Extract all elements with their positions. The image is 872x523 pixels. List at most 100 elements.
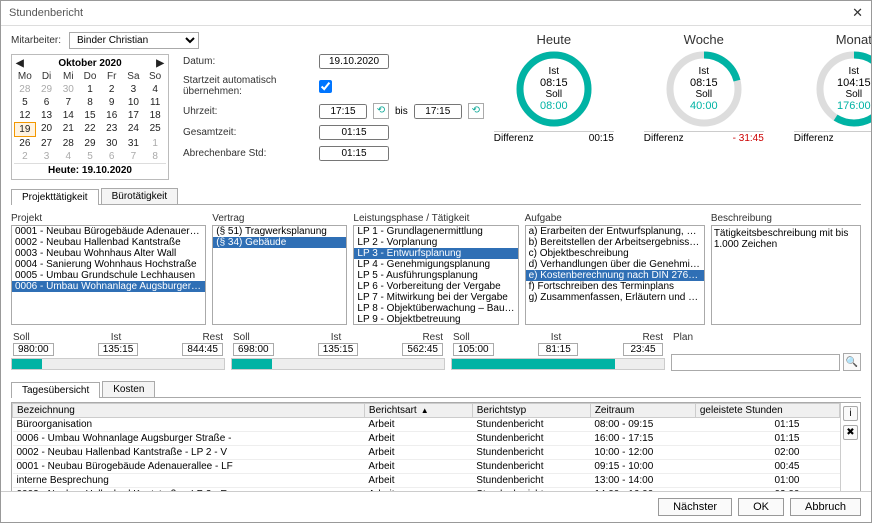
cal-day[interactable]: 4	[144, 83, 166, 96]
refresh-from-icon[interactable]: ⟲	[373, 103, 389, 119]
cal-day[interactable]: 6	[36, 96, 58, 109]
cal-day[interactable]: 10	[123, 96, 145, 109]
cal-day[interactable]: 29	[36, 83, 58, 96]
table-header[interactable]: Zeitraum	[590, 404, 695, 418]
list-item[interactable]: LP 2 - Vorplanung	[354, 237, 517, 248]
leistung-listbox[interactable]: LP 1 - GrundlagenermittlungLP 2 - Vorpla…	[353, 225, 518, 325]
list-item[interactable]: b) Bereitstellen der Arbeitsergebnisse a…	[526, 237, 704, 248]
cal-next-icon[interactable]: ▶	[156, 58, 164, 69]
tab-kosten[interactable]: Kosten	[102, 381, 155, 397]
table-row[interactable]: BüroorganisationArbeitStundenbericht08:0…	[13, 418, 840, 432]
list-item[interactable]: LP 4 - Genehmigungsplanung	[354, 259, 517, 270]
cal-day[interactable]: 28	[14, 83, 36, 96]
projekt-listbox[interactable]: 0001 - Neubau Bürogebäude Adenaueralle00…	[11, 225, 206, 325]
table-row[interactable]: 0002 - Neubau Hallenbad Kantstraße - LP …	[13, 446, 840, 460]
cal-day[interactable]: 2	[14, 150, 36, 163]
list-item[interactable]: LP 3 - Entwurfsplanung	[354, 248, 517, 259]
time-from[interactable]	[319, 104, 367, 119]
table-header[interactable]: Berichtsart▲	[364, 404, 472, 418]
datum-field[interactable]	[319, 54, 389, 69]
cal-prev-icon[interactable]: ◀	[16, 58, 24, 69]
table-header[interactable]: geleistete Stunden	[695, 404, 839, 418]
table-row[interactable]: 0006 - Umbau Wohnanlage Augsburger Straß…	[13, 432, 840, 446]
cal-day[interactable]: 18	[144, 109, 166, 122]
cal-day[interactable]: 7	[123, 150, 145, 163]
cal-day[interactable]: 14	[57, 109, 79, 122]
cal-day[interactable]: 8	[79, 96, 101, 109]
calendar[interactable]: ◀ Oktober 2020 ▶ MoDiMiDoFrSaSo282930123…	[11, 54, 169, 180]
cal-day[interactable]: 1	[79, 83, 101, 96]
vertrag-listbox[interactable]: (§ 51) Tragwerksplanung(§ 34) Gebäude	[212, 225, 347, 325]
cal-footer[interactable]: Heute: 19.10.2020	[14, 163, 166, 177]
table-header[interactable]: Bezeichnung	[13, 404, 365, 418]
table-header[interactable]: Berichtstyp	[472, 404, 590, 418]
delete-icon[interactable]: ✖	[843, 425, 858, 440]
cal-day[interactable]: 31	[123, 137, 145, 150]
time-to[interactable]	[414, 104, 462, 119]
cal-day[interactable]: 8	[144, 150, 166, 163]
cal-day[interactable]: 16	[101, 109, 123, 122]
cal-day[interactable]: 22	[79, 122, 101, 137]
cal-day[interactable]: 20	[36, 122, 58, 137]
list-item[interactable]: (§ 51) Tragwerksplanung	[213, 226, 346, 237]
beschreibung-box[interactable]: Tätigkeitsbeschreibung mit bis 1.000 Zei…	[711, 225, 861, 325]
list-item[interactable]: LP 5 - Ausführungsplanung	[354, 270, 517, 281]
plan-input[interactable]	[671, 354, 840, 371]
cal-day[interactable]: 30	[57, 83, 79, 96]
list-item[interactable]: LP 6 - Vorbereitung der Vergabe	[354, 281, 517, 292]
cal-day[interactable]: 27	[36, 137, 58, 150]
table-row[interactable]: interne BesprechungArbeitStundenbericht1…	[13, 474, 840, 488]
list-item[interactable]: a) Erarbeiten der Entwurfsplanung, unter…	[526, 226, 704, 237]
cal-day[interactable]: 3	[36, 150, 58, 163]
list-item[interactable]: g) Zusammenfassen, Erläutern und Dokum	[526, 292, 704, 303]
cal-day[interactable]: 5	[14, 96, 36, 109]
cal-day[interactable]: 9	[101, 96, 123, 109]
cal-day[interactable]: 4	[57, 150, 79, 163]
ok-button[interactable]: OK	[738, 498, 784, 516]
list-item[interactable]: f) Fortschreiben des Terminplans	[526, 281, 704, 292]
cancel-button[interactable]: Abbruch	[790, 498, 861, 516]
cal-day[interactable]: 5	[79, 150, 101, 163]
tab-projekt[interactable]: Projekttätigkeit	[11, 189, 99, 205]
cal-day[interactable]: 7	[57, 96, 79, 109]
list-item[interactable]: 0004 - Sanierung Wohnhaus Hochstraße	[12, 259, 205, 270]
cal-day[interactable]: 1	[144, 137, 166, 150]
day-table[interactable]: BezeichnungBerichtsart▲BerichtstypZeitra…	[12, 403, 840, 491]
list-item[interactable]: c) Objektbeschreibung	[526, 248, 704, 259]
employee-select[interactable]: Binder Christian	[69, 32, 199, 49]
cal-day[interactable]: 30	[101, 137, 123, 150]
close-icon[interactable]: ✕	[852, 5, 863, 21]
cal-day[interactable]: 13	[36, 109, 58, 122]
list-item[interactable]: 0006 - Umbau Wohnanlage Augsburger Str	[12, 281, 205, 292]
info-icon[interactable]: i	[843, 406, 858, 421]
list-item[interactable]: LP 1 - Grundlagenermittlung	[354, 226, 517, 237]
cal-day[interactable]: 15	[79, 109, 101, 122]
cal-day[interactable]: 3	[123, 83, 145, 96]
cal-day[interactable]: 2	[101, 83, 123, 96]
list-item[interactable]: 0003 - Neubau Wohnhaus Alter Wall	[12, 248, 205, 259]
list-item[interactable]: LP 8 - Objektüberwachung – Bauüberwach	[354, 303, 517, 314]
list-item[interactable]: 0002 - Neubau Hallenbad Kantstraße	[12, 237, 205, 248]
cal-day[interactable]: 6	[101, 150, 123, 163]
refresh-to-icon[interactable]: ⟲	[468, 103, 484, 119]
list-item[interactable]: e) Kostenberechnung nach DIN 276 und V	[526, 270, 704, 281]
cal-day[interactable]: 11	[144, 96, 166, 109]
list-item[interactable]: d) Verhandlungen über die Genehmigungsf	[526, 259, 704, 270]
cal-day[interactable]: 26	[14, 137, 36, 150]
cal-day[interactable]: 24	[123, 122, 145, 137]
cal-day[interactable]: 21	[57, 122, 79, 137]
cal-day[interactable]: 29	[79, 137, 101, 150]
cal-day[interactable]: 17	[123, 109, 145, 122]
search-icon[interactable]: 🔍	[843, 353, 861, 371]
list-item[interactable]: (§ 34) Gebäude	[213, 237, 346, 248]
aufgabe-listbox[interactable]: a) Erarbeiten der Entwurfsplanung, unter…	[525, 225, 705, 325]
autostart-checkbox[interactable]	[319, 80, 332, 93]
list-item[interactable]: 0001 - Neubau Bürogebäude Adenaueralle	[12, 226, 205, 237]
cal-day[interactable]: 19	[14, 122, 36, 137]
cal-day[interactable]: 23	[101, 122, 123, 137]
cal-day[interactable]: 25	[144, 122, 166, 137]
cal-day[interactable]: 12	[14, 109, 36, 122]
next-button[interactable]: Nächster	[658, 498, 732, 516]
list-item[interactable]: LP 7 - Mitwirkung bei der Vergabe	[354, 292, 517, 303]
tab-buero[interactable]: Bürotätigkeit	[101, 188, 179, 204]
